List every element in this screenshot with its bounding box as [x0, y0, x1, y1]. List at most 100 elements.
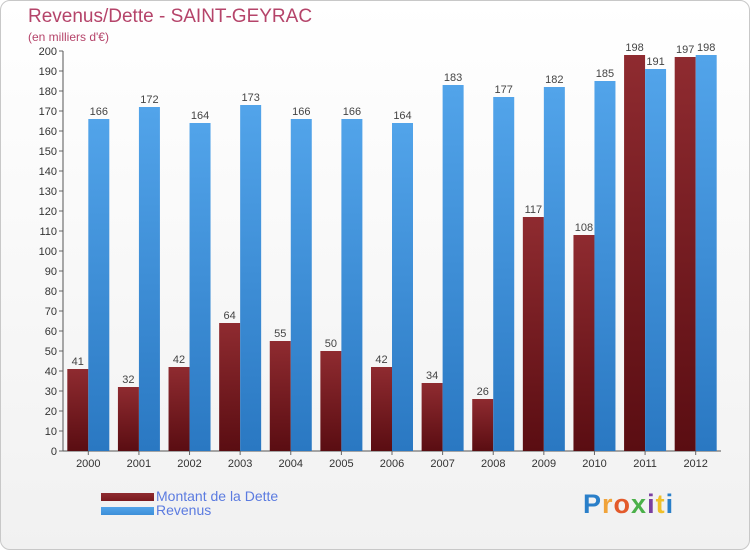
y-tick-label: 170: [39, 106, 57, 118]
bar-revenue: [493, 97, 515, 451]
logo-letter: r: [602, 489, 614, 519]
x-tick-label: 2006: [380, 458, 404, 470]
bar-debt: [269, 341, 291, 451]
bar-revenue: [645, 69, 667, 451]
bar-debt: [472, 399, 494, 451]
data-label-revenue: 185: [596, 68, 614, 80]
data-label-debt: 64: [224, 310, 236, 322]
bar-debt: [421, 383, 443, 451]
bar-revenue: [442, 85, 464, 451]
proxiti-logo[interactable]: Proxiti: [583, 489, 674, 520]
data-label-debt: 197: [676, 44, 694, 56]
bar-revenue: [138, 107, 160, 451]
y-tick-label: 110: [39, 226, 57, 238]
x-tick-label: 2003: [228, 458, 252, 470]
x-tick-label: 2010: [582, 458, 606, 470]
data-label-revenue: 164: [191, 110, 209, 122]
legend-swatch-debt: [101, 493, 154, 501]
y-tick-label: 160: [39, 126, 57, 138]
legend-label-debt: Montant de la Dette: [156, 488, 279, 504]
data-label-revenue: 166: [292, 106, 310, 118]
bar-revenue: [392, 123, 413, 451]
data-label-debt: 34: [426, 370, 438, 382]
x-tick-label: 2009: [532, 458, 556, 470]
data-label-revenue: 182: [545, 74, 563, 86]
x-tick-label: 2001: [127, 458, 151, 470]
bar-debt: [674, 57, 696, 451]
bar-debt: [219, 323, 241, 451]
bar-revenue: [290, 119, 312, 451]
x-tick-label: 2005: [329, 458, 353, 470]
bar-debt: [117, 387, 139, 451]
data-label-revenue: 164: [393, 110, 411, 122]
data-label-debt: 50: [325, 338, 337, 350]
data-label-revenue: 177: [495, 84, 513, 96]
x-tick-label: 2000: [76, 458, 100, 470]
y-tick-label: 70: [45, 306, 57, 318]
y-tick-label: 140: [39, 166, 57, 178]
y-tick-label: 90: [45, 266, 57, 278]
data-label-debt: 42: [375, 354, 387, 366]
logo-letter: i: [665, 489, 675, 519]
y-tick-label: 150: [39, 146, 57, 158]
bar-revenue: [543, 87, 565, 451]
bar-revenue: [341, 119, 363, 451]
x-tick-label: 2008: [481, 458, 505, 470]
logo-letter: i: [647, 489, 656, 519]
chart-title: Revenus/Dette - SAINT-GEYRAC: [28, 6, 313, 27]
data-label-revenue: 172: [140, 94, 158, 106]
logo-letter: x: [631, 489, 648, 519]
y-tick-label: 130: [39, 186, 57, 198]
logo-letter: t: [655, 489, 666, 519]
x-tick-label: 2012: [683, 458, 707, 470]
data-label-debt: 41: [72, 356, 84, 368]
y-tick-label: 80: [45, 286, 57, 298]
data-label-revenue: 173: [241, 92, 259, 104]
data-label-debt: 32: [122, 374, 134, 386]
data-label-debt: 198: [625, 42, 643, 54]
bar-debt: [522, 217, 544, 451]
bar-revenue: [88, 119, 110, 451]
data-label-debt: 42: [173, 354, 185, 366]
y-tick-label: 40: [45, 366, 57, 378]
x-tick-label: 2011: [633, 458, 657, 470]
logo-letter: P: [583, 489, 603, 519]
bar-debt: [573, 235, 595, 451]
data-label-revenue: 166: [343, 106, 361, 118]
y-tick-label: 0: [51, 446, 57, 458]
y-tick-label: 60: [45, 326, 57, 338]
y-tick-label: 190: [39, 66, 57, 78]
y-tick-label: 10: [45, 426, 57, 438]
bar-revenue: [240, 105, 262, 451]
bar-revenue: [189, 123, 211, 451]
logo-letter: o: [613, 489, 632, 519]
y-tick-label: 50: [45, 346, 57, 358]
data-label-revenue: 183: [444, 72, 462, 84]
data-label-debt: 55: [274, 328, 286, 340]
y-tick-label: 30: [45, 386, 57, 398]
x-tick-label: 2002: [177, 458, 201, 470]
x-tick-label: 2007: [430, 458, 454, 470]
bar-debt: [67, 369, 89, 451]
bar-debt: [624, 55, 646, 451]
bar-revenue: [594, 81, 616, 451]
data-label-debt: 117: [525, 204, 543, 216]
chart-subtitle: (en milliers d'€): [28, 30, 109, 44]
legend-swatch-revenue: [101, 507, 154, 515]
bar-debt: [320, 351, 342, 451]
bar-debt: [168, 367, 190, 451]
y-tick-label: 100: [39, 246, 57, 258]
data-label-revenue: 198: [697, 42, 715, 54]
data-label-debt: 108: [575, 222, 593, 234]
y-tick-label: 120: [39, 206, 57, 218]
bar-debt: [371, 367, 392, 451]
legend-label-revenue: Revenus: [156, 502, 212, 518]
data-label-revenue: 191: [646, 56, 664, 68]
y-tick-label: 200: [39, 46, 57, 58]
y-tick-label: 20: [45, 406, 57, 418]
x-tick-label: 2004: [279, 458, 303, 470]
bar-revenue: [695, 55, 717, 451]
data-label-revenue: 166: [90, 106, 108, 118]
